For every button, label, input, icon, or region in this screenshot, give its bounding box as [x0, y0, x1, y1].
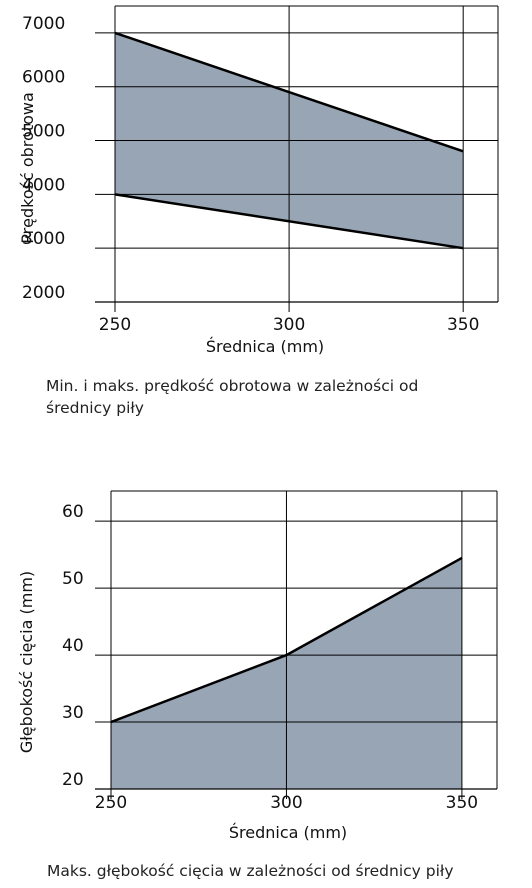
series-line-1 [114, 193, 464, 250]
x-tick-label: 300 [273, 315, 305, 335]
y-tick-label: 3000 [22, 229, 65, 249]
x-tick-label: 250 [95, 793, 127, 813]
chart1-caption: Min. i maks. prędkość obrotowa w zależno… [46, 377, 419, 417]
y-tick-label: 30 [62, 703, 84, 723]
x-axis-title: Średnica (mm) [229, 823, 347, 842]
series-line-1 [110, 556, 463, 724]
x-axis-title: Średnica (mm) [206, 337, 324, 356]
x-tick-label: 250 [99, 315, 131, 335]
y-tick-label: 20 [62, 770, 84, 790]
y-tick-label: 5000 [22, 122, 65, 142]
chart-1: 2000 3000 4000 5000 6000 7000 250 300 350 Średnic… [18, 5, 499, 356]
y-tick-label: 7000 [22, 14, 65, 34]
y-axis-title: Prędkość obrotowa [18, 92, 37, 244]
x-tick-label: 300 [270, 793, 302, 813]
x-tick-label: 350 [447, 315, 479, 335]
y-tick-label: 4000 [22, 175, 65, 195]
y-axis-title: Głębokość cięcia (mm) [17, 571, 36, 753]
y-tick-label: 2000 [22, 283, 65, 303]
series-line-2 [114, 31, 464, 153]
y-tick-label: 60 [62, 502, 84, 522]
chart2-caption: Maks. głębokość cięcia w zależności od ś… [47, 862, 454, 880]
y-tick-label: 40 [62, 636, 84, 656]
x-tick-label: 350 [446, 793, 478, 813]
y-tick-label: 6000 [22, 68, 65, 88]
chart-2: 20 30 40 50 60 250 300 350 Średnica (mm) Głębokoś… [17, 490, 498, 842]
y-tick-label: 50 [62, 569, 84, 589]
